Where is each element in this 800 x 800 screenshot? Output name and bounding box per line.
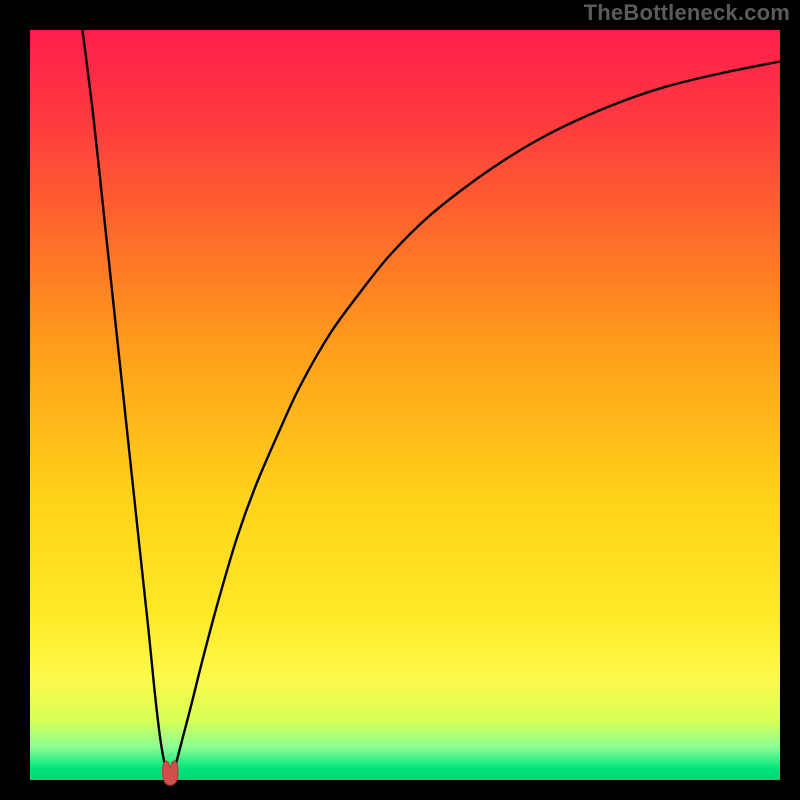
chart-container: TheBottleneck.com xyxy=(0,0,800,800)
gradient-background xyxy=(30,30,780,780)
watermark-text: TheBottleneck.com xyxy=(584,0,790,26)
plot-area xyxy=(30,30,780,780)
